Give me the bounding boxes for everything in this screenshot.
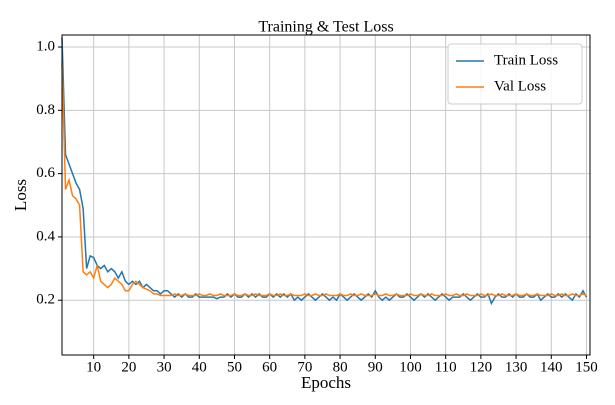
x-tick-label: 10 (86, 359, 101, 375)
y-tick-label: 0.8 (36, 102, 55, 118)
x-tick-label: 110 (435, 359, 457, 375)
x-tick-label: 40 (192, 359, 207, 375)
x-tick-label: 60 (262, 359, 277, 375)
x-tick-label: 150 (575, 359, 598, 375)
x-tick-label: 130 (505, 359, 528, 375)
x-tick-label: 100 (399, 359, 422, 375)
plot-frame (61, 34, 591, 356)
x-tick-label: 20 (121, 359, 136, 375)
x-tick-label: 80 (333, 359, 348, 375)
legend-box (447, 43, 583, 105)
y-tick-label: 0.6 (36, 165, 55, 181)
x-tick-label: 120 (470, 359, 493, 375)
chart-title: Training & Test Loss (258, 19, 393, 36)
y-tick-label: 0.2 (36, 292, 55, 308)
series-line (61, 62, 587, 297)
x-tick-label: 90 (368, 359, 383, 375)
y-tick-label: 1.0 (36, 38, 55, 54)
x-tick-label: 140 (540, 359, 563, 375)
x-axis-label: Epochs (301, 373, 351, 392)
y-axis-label: Loss (11, 179, 30, 211)
x-tick-label: 50 (227, 359, 242, 375)
y-tick-label: 0.4 (36, 228, 55, 244)
x-tick-label: 70 (297, 359, 312, 375)
legend-label: Train Loss (494, 52, 558, 68)
x-tick-label: 30 (157, 359, 172, 375)
legend-label: Val Loss (494, 78, 546, 94)
